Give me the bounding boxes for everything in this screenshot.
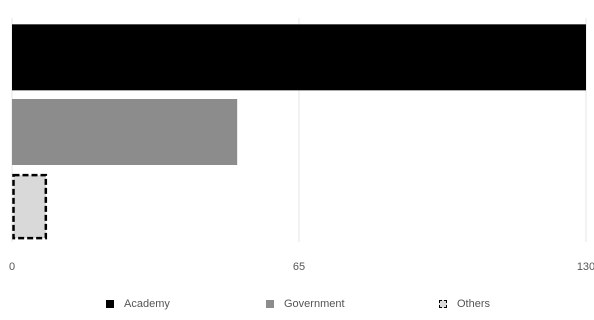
legend-item-academy: Academy: [106, 298, 170, 310]
legend-item-others: Others: [439, 298, 490, 310]
bar-government: [12, 99, 238, 165]
legend-item-government: Government: [266, 298, 345, 310]
legend-swatch-academy: [106, 300, 114, 308]
legend: Academy Government Others: [0, 298, 594, 316]
legend-swatch-others: [439, 300, 447, 308]
x-axis-ticks: 0 65 130: [9, 261, 594, 273]
legend-label-others: Others: [457, 298, 491, 310]
legend-label-government: Government: [284, 298, 345, 310]
legend-label-academy: Academy: [124, 298, 170, 310]
bar-academy: [12, 24, 586, 91]
bar-others: [12, 173, 48, 240]
x-tick-label-65: 65: [293, 261, 305, 273]
x-tick-label-0: 0: [9, 261, 15, 273]
x-tick-label-130: 130: [577, 261, 594, 273]
legend-swatch-government: [266, 300, 274, 308]
bars: [12, 24, 586, 240]
